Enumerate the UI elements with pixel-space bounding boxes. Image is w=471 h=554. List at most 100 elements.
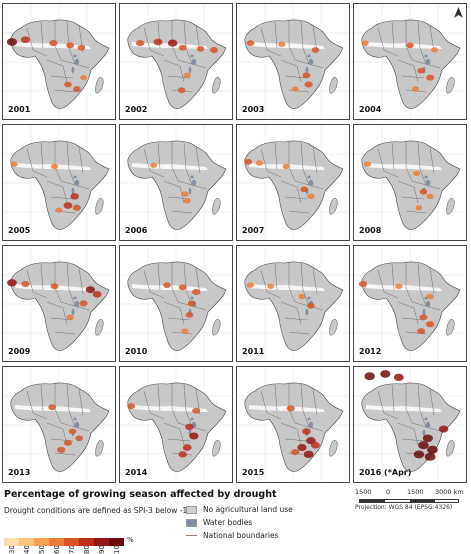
national-boundary: [391, 21, 395, 49]
drought-hotspot: [183, 198, 191, 204]
colorbar: 30 40 50 60 70 80 90 100%: [4, 518, 134, 554]
water-body: [74, 300, 80, 308]
africa-landmass: [10, 382, 110, 472]
national-boundary: [401, 196, 425, 200]
national-boundary: [179, 428, 185, 446]
drought-hotspot: [246, 282, 255, 288]
national-boundary: [163, 422, 181, 430]
drought-hotspot: [20, 36, 30, 43]
national-boundary: [167, 438, 191, 442]
africa-map: [120, 4, 232, 119]
water-body: [190, 175, 194, 179]
national-boundary: [50, 196, 74, 200]
national-boundary: [288, 331, 310, 335]
drought-hotspot: [364, 372, 375, 381]
drought-hotspot: [75, 435, 83, 442]
scale-bar-graphic: [359, 499, 459, 503]
national-boundary: [54, 45, 62, 61]
legend-subtitle: Drought conditions are defined as SPI-3 …: [4, 506, 188, 515]
national-boundary: [397, 180, 415, 188]
water-body: [305, 308, 309, 316]
africa-landmass: [10, 140, 110, 230]
national-boundary: [417, 141, 421, 170]
water-body: [190, 417, 194, 421]
map-panel-2014: 2014: [119, 366, 233, 483]
map-panel-2007: 2007: [236, 124, 350, 241]
water-body: [424, 175, 428, 179]
drought-hotspot: [181, 328, 189, 334]
national-boundary: [413, 307, 419, 325]
national-boundary: [274, 21, 278, 49]
madagascar: [95, 77, 104, 94]
water-body: [425, 58, 431, 66]
drought-hotspot: [178, 44, 187, 51]
national-boundary: [405, 45, 413, 61]
drought-hotspot: [72, 86, 81, 93]
national-boundary: [78, 388, 84, 416]
drought-hotspot: [418, 441, 429, 450]
map-panel-2004: 2004: [353, 3, 467, 120]
drought-hotspot: [7, 279, 17, 287]
national-boundary: [274, 384, 278, 412]
madagascar: [329, 319, 338, 336]
colorbar-unit: %: [127, 536, 134, 544]
national-boundary: [68, 168, 76, 186]
national-boundary: [26, 27, 34, 51]
national-boundary: [171, 287, 179, 303]
category-swatch: [186, 505, 197, 514]
national-boundary: [429, 388, 435, 416]
colorbar-swatch: [19, 538, 34, 546]
national-boundary: [40, 21, 44, 49]
national-boundary: [397, 422, 415, 430]
national-boundary: [288, 287, 296, 303]
drought-hotspot: [246, 40, 255, 46]
national-boundary: [294, 301, 310, 307]
drought-hotspot: [286, 405, 295, 412]
year-label: 2009: [8, 347, 31, 356]
national-boundary: [296, 307, 302, 325]
water-body: [74, 58, 80, 66]
drought-hotspot: [291, 449, 300, 456]
national-boundary: [405, 408, 413, 424]
scale-bar: 1500 0 1500 3000 km: [355, 488, 467, 518]
drought-hotspot: [66, 314, 74, 321]
national-boundary: [419, 47, 427, 65]
drought-hotspot: [167, 39, 178, 47]
category-swatch: [186, 518, 197, 527]
africa-landmass: [244, 382, 344, 472]
national-boundary: [300, 20, 304, 49]
national-boundary: [62, 186, 68, 204]
madagascar: [446, 440, 455, 457]
drought-hotspot: [310, 441, 320, 449]
colorbar-swatch: [79, 538, 94, 546]
national-boundary: [417, 262, 421, 291]
national-boundary: [157, 384, 161, 412]
drought-hotspot: [150, 162, 158, 168]
year-label: 2006: [125, 226, 148, 235]
drought-hotspot: [189, 432, 199, 440]
water-body: [71, 187, 75, 195]
national-boundary: [280, 301, 298, 309]
drought-hotspot: [64, 439, 72, 446]
national-boundary: [429, 267, 435, 295]
water-body: [307, 417, 311, 421]
drought-hotspot: [196, 46, 205, 52]
national-boundary: [185, 47, 193, 65]
national-boundary: [274, 142, 278, 170]
national-boundary: [32, 291, 48, 299]
sahel-band: [366, 284, 442, 291]
drought-hotspot: [192, 407, 201, 414]
legend: Percentage of growing season affected by…: [0, 484, 471, 554]
africa-landmass: [10, 261, 110, 351]
africa-map: [237, 125, 349, 240]
drought-hotspot: [6, 38, 18, 46]
year-label: 2002: [125, 105, 148, 114]
sahel-band: [249, 42, 325, 49]
drought-hotspot: [64, 81, 72, 88]
water-body: [425, 179, 431, 187]
drought-hotspot: [187, 300, 196, 307]
africa-map: [237, 4, 349, 119]
africa-landmass: [127, 382, 227, 472]
national-boundary: [312, 146, 318, 174]
drought-hotspot: [77, 44, 86, 51]
